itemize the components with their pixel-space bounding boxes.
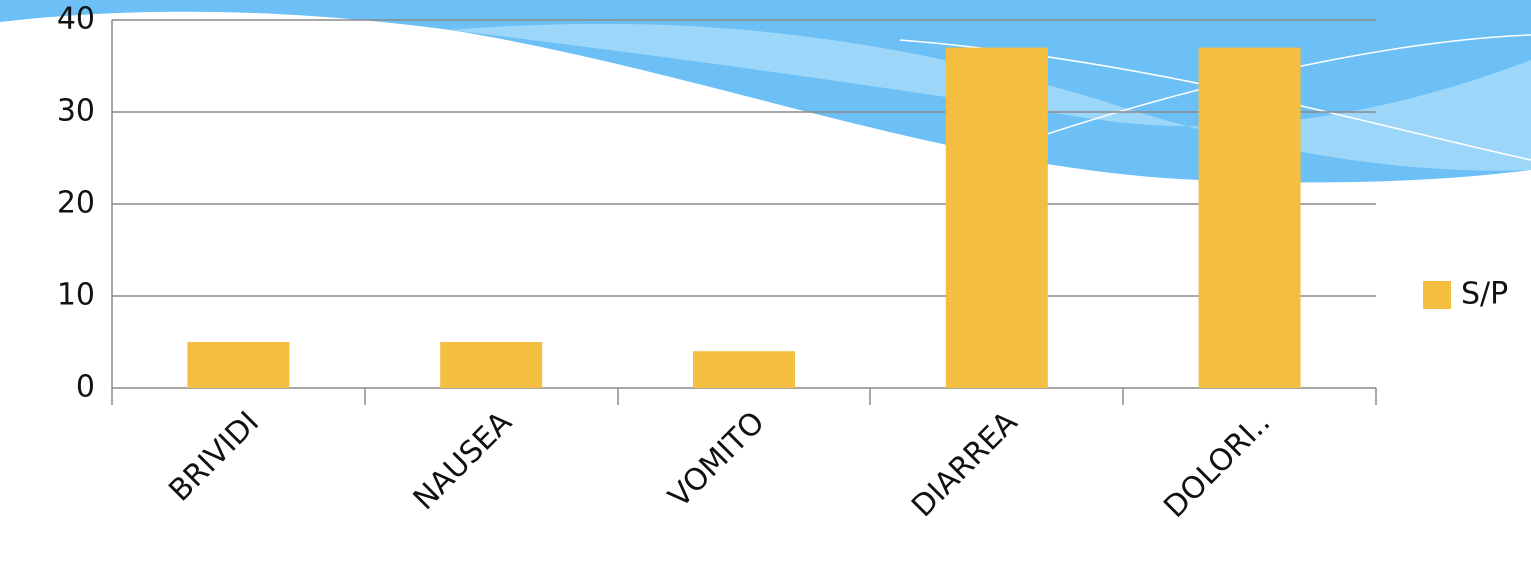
bar [187, 342, 290, 388]
x-tick-label: DOLORI.. [1157, 405, 1277, 525]
bar [693, 351, 795, 388]
y-tick-label: 0 [76, 370, 95, 405]
y-tick-label: 30 [57, 94, 95, 129]
y-tick-label: 10 [57, 278, 95, 313]
y-tick-label: 40 [57, 2, 95, 37]
x-axis [111, 20, 1377, 405]
legend-label: S/P [1461, 277, 1508, 312]
bar [945, 47, 1048, 388]
x-tick-label: BRIVIDI [162, 405, 266, 509]
x-tick-label: NAUSEA [407, 405, 519, 517]
x-tick-label: DIARREA [905, 405, 1025, 525]
x-tick-label: VOMITO [662, 405, 772, 515]
bar [1198, 47, 1301, 388]
background-wave [0, 0, 1531, 183]
bar [440, 342, 543, 388]
y-tick-label: 20 [57, 186, 95, 221]
legend-swatch [1423, 281, 1451, 309]
